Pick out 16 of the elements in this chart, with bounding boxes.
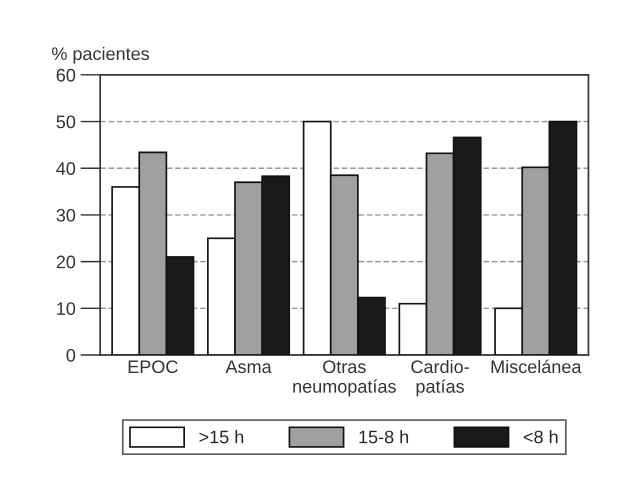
y-tick-label: 10 <box>57 302 76 316</box>
x-tick-label: Miscelánea <box>492 360 582 374</box>
y-tick-label: 30 <box>56 208 76 222</box>
legend-label: >15 h <box>199 430 244 444</box>
x-tick-label: EPOC <box>128 360 178 374</box>
y-tick-label: 50 <box>56 115 76 128</box>
y-tick-label: 0 <box>66 348 76 362</box>
x-tick-label: Asma <box>226 360 272 374</box>
y-tick-label: 20 <box>56 256 76 268</box>
x-tick-label: Cardio- patías <box>411 360 469 396</box>
y-tick-label: 60 <box>56 68 76 82</box>
y-axis-title: % pacientes <box>52 46 150 64</box>
x-tick-label: Otras neumopatías <box>293 360 396 396</box>
y-tick-label: 40 <box>56 162 76 175</box>
legend-label: <8 h <box>524 430 558 444</box>
legend-label: 15-8 h <box>359 430 408 444</box>
